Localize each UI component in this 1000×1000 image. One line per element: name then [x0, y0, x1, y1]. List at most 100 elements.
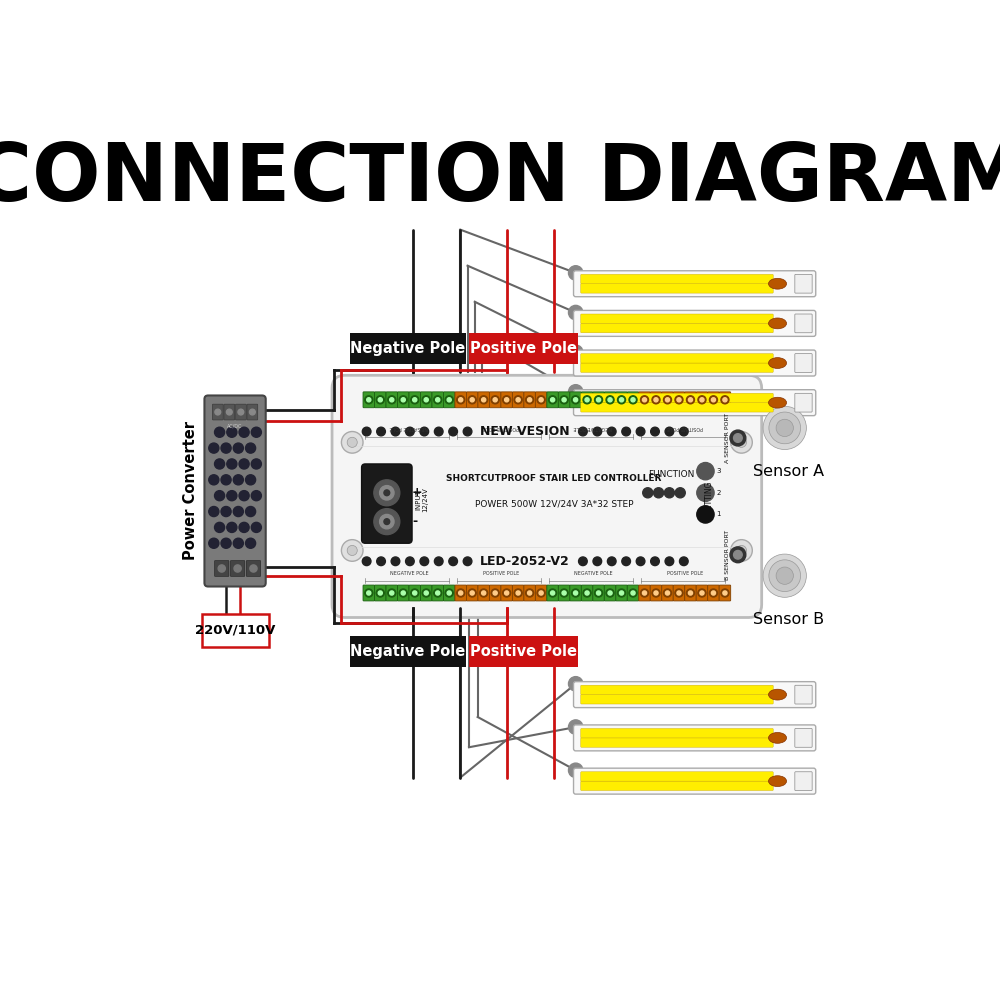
FancyBboxPatch shape: [363, 392, 375, 408]
Circle shape: [378, 398, 382, 402]
Circle shape: [233, 506, 243, 517]
Circle shape: [491, 589, 499, 597]
Circle shape: [251, 427, 261, 437]
Circle shape: [516, 398, 520, 402]
Circle shape: [341, 540, 363, 561]
Circle shape: [401, 591, 405, 595]
Circle shape: [482, 398, 486, 402]
Circle shape: [457, 589, 465, 597]
Circle shape: [709, 589, 717, 597]
Circle shape: [221, 506, 231, 517]
Circle shape: [406, 557, 414, 566]
Circle shape: [618, 396, 626, 404]
FancyBboxPatch shape: [581, 393, 773, 403]
Circle shape: [463, 427, 472, 436]
Circle shape: [607, 427, 616, 436]
Circle shape: [568, 345, 583, 359]
FancyBboxPatch shape: [795, 314, 812, 333]
Circle shape: [697, 463, 714, 480]
FancyBboxPatch shape: [574, 350, 816, 376]
Circle shape: [665, 427, 674, 436]
Circle shape: [636, 427, 645, 436]
FancyBboxPatch shape: [466, 585, 478, 601]
Circle shape: [209, 538, 219, 548]
FancyBboxPatch shape: [215, 561, 229, 576]
Text: Power Converter: Power Converter: [183, 421, 198, 560]
Circle shape: [593, 427, 602, 436]
Circle shape: [686, 396, 694, 404]
FancyBboxPatch shape: [581, 729, 773, 738]
Circle shape: [688, 591, 693, 595]
Circle shape: [675, 488, 685, 498]
Circle shape: [249, 409, 255, 415]
Circle shape: [651, 427, 659, 436]
Circle shape: [619, 591, 624, 595]
Circle shape: [227, 427, 237, 437]
Circle shape: [457, 396, 465, 404]
FancyBboxPatch shape: [212, 404, 223, 420]
FancyBboxPatch shape: [489, 392, 501, 408]
Circle shape: [640, 396, 649, 404]
Circle shape: [568, 305, 583, 320]
Circle shape: [574, 398, 578, 402]
Circle shape: [721, 396, 729, 404]
Text: NEGATIVE POLE: NEGATIVE POLE: [390, 571, 428, 576]
Circle shape: [686, 589, 694, 597]
Circle shape: [447, 591, 451, 595]
Circle shape: [246, 475, 256, 485]
FancyBboxPatch shape: [639, 392, 650, 408]
Circle shape: [551, 398, 555, 402]
Text: Negative Pole: Negative Pole: [350, 644, 465, 659]
Circle shape: [664, 488, 674, 498]
Circle shape: [376, 396, 384, 404]
FancyBboxPatch shape: [478, 585, 489, 601]
Circle shape: [631, 398, 635, 402]
Circle shape: [593, 557, 602, 566]
FancyBboxPatch shape: [469, 636, 578, 667]
FancyBboxPatch shape: [547, 585, 558, 601]
Circle shape: [401, 398, 405, 402]
Circle shape: [698, 396, 706, 404]
Circle shape: [562, 591, 566, 595]
Circle shape: [388, 589, 396, 597]
FancyBboxPatch shape: [469, 333, 578, 364]
Circle shape: [731, 432, 752, 453]
Circle shape: [226, 409, 232, 415]
FancyBboxPatch shape: [795, 772, 812, 791]
Circle shape: [390, 591, 394, 595]
Circle shape: [700, 398, 704, 402]
Circle shape: [776, 567, 793, 584]
Circle shape: [526, 396, 534, 404]
FancyBboxPatch shape: [386, 392, 398, 408]
Circle shape: [526, 589, 534, 597]
FancyBboxPatch shape: [673, 392, 685, 408]
Circle shape: [209, 475, 219, 485]
Circle shape: [239, 522, 249, 532]
Ellipse shape: [769, 358, 787, 368]
Circle shape: [215, 491, 225, 501]
FancyBboxPatch shape: [574, 725, 816, 751]
Circle shape: [528, 398, 532, 402]
Circle shape: [736, 545, 747, 556]
FancyBboxPatch shape: [432, 392, 443, 408]
Circle shape: [251, 522, 261, 532]
Circle shape: [238, 409, 244, 415]
Ellipse shape: [769, 397, 787, 408]
Circle shape: [341, 432, 363, 453]
Circle shape: [246, 506, 256, 517]
Circle shape: [347, 437, 357, 447]
Circle shape: [227, 459, 237, 469]
FancyBboxPatch shape: [581, 392, 593, 408]
FancyBboxPatch shape: [570, 585, 581, 601]
Circle shape: [347, 545, 357, 556]
FancyBboxPatch shape: [581, 284, 773, 293]
Circle shape: [480, 396, 488, 404]
FancyBboxPatch shape: [375, 585, 386, 601]
FancyBboxPatch shape: [478, 392, 489, 408]
FancyBboxPatch shape: [362, 464, 412, 543]
Circle shape: [227, 491, 237, 501]
Circle shape: [595, 396, 603, 404]
Circle shape: [723, 591, 727, 595]
Text: SETTING: SETTING: [705, 480, 714, 513]
Circle shape: [677, 398, 681, 402]
